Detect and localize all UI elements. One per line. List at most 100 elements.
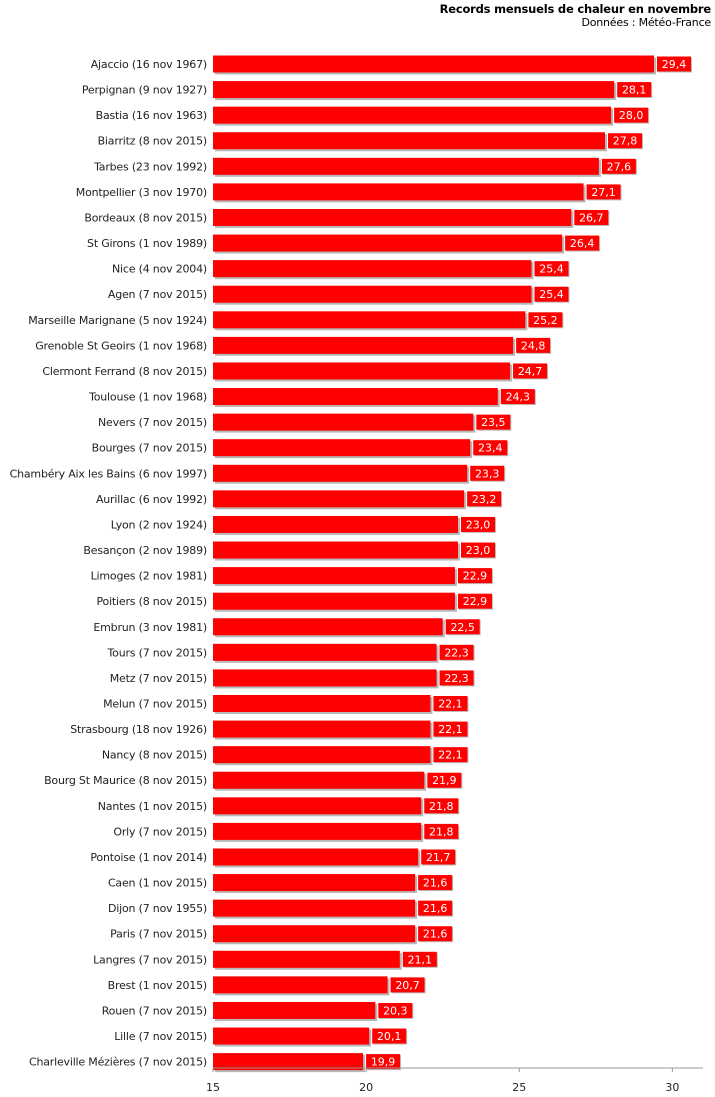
value-label-box — [378, 1002, 413, 1018]
value-label: 28,1 — [622, 84, 647, 97]
value-label: 21,6 — [423, 877, 448, 890]
bar — [213, 55, 654, 73]
category-label: Aurillac (6 nov 1992) — [96, 493, 207, 506]
category-label: Grenoble St Geoirs (1 nov 1968) — [35, 339, 207, 352]
bar-row: Brest (1 nov 2015) 20,7 — [108, 976, 426, 996]
category-label: Rouen (7 nov 2015) — [102, 1004, 207, 1017]
bar-row: Marseille Marignane (5 nov 1924) 25,2 — [28, 311, 564, 331]
category-label: Charleville Mézières (7 nov 2015) — [29, 1056, 207, 1069]
bar-row: Melun (7 nov 2015) 22,1 — [103, 695, 469, 714]
bar — [213, 132, 605, 150]
bar-row: Poitiers (8 nov 2015) 22,9 — [97, 592, 493, 612]
bar — [213, 81, 615, 99]
value-label-box — [439, 644, 474, 660]
bar — [213, 362, 511, 380]
chart-title: Records mensuels de chaleur en novembre — [439, 2, 712, 16]
value-label: 20,3 — [383, 1004, 408, 1017]
category-label: Strasbourg (18 nov 1926) — [70, 723, 207, 736]
bar-row: Nancy (8 nov 2015) 22,1 — [102, 746, 469, 766]
bar-row: Perpignan (9 nov 1927) 28,1 — [82, 81, 653, 101]
category-label: Poitiers (8 nov 2015) — [97, 595, 208, 608]
bar — [213, 208, 572, 226]
value-label: 22,3 — [444, 646, 469, 659]
bar — [213, 695, 431, 712]
bar-row: Rouen (7 nov 2015) 20,3 — [102, 1001, 414, 1021]
value-label: 21,8 — [429, 800, 454, 813]
category-label: Bourg St Maurice (8 nov 2015) — [44, 774, 207, 787]
bar-row: Caen (1 nov 2015) 21,6 — [108, 874, 454, 894]
value-label-box — [608, 133, 642, 149]
category-label: Bastia (16 nov 1963) — [96, 109, 207, 122]
category-label: Melun (7 nov 2015) — [103, 698, 207, 711]
category-label: Nice (4 nov 2004) — [112, 263, 207, 276]
value-label-box — [500, 389, 535, 405]
value-label-box — [433, 696, 468, 711]
category-label: Biarritz (8 nov 2015) — [98, 135, 207, 148]
value-label: 21,1 — [408, 953, 433, 966]
bar — [213, 541, 458, 559]
value-label: 23,0 — [466, 518, 491, 531]
category-label: Montpellier (3 nov 1970) — [76, 186, 207, 199]
bar — [213, 899, 416, 917]
bar-row: Lyon (2 nov 1924) 23,0 — [111, 515, 496, 535]
value-label: 22,5 — [450, 621, 475, 634]
bar — [213, 592, 455, 610]
bar — [213, 311, 526, 329]
bar-row: Paris (7 nov 2015) 21,6 — [110, 925, 454, 945]
bar-row: Nevers (7 nov 2015) 23,5 — [98, 413, 512, 433]
value-label-box — [439, 670, 474, 686]
value-label-box — [421, 849, 456, 865]
bar — [213, 1001, 376, 1019]
value-label: 22,3 — [444, 672, 469, 685]
category-label: St Girons (1 nov 1989) — [87, 237, 207, 250]
bar — [213, 720, 431, 738]
value-label-box — [433, 721, 468, 737]
bar-row: Pontoise (1 nov 2014) 21,7 — [90, 848, 457, 868]
bar-row: Aurillac (6 nov 1992) 23,2 — [96, 490, 503, 510]
category-label: Limoges (2 nov 1981) — [91, 570, 207, 583]
bar — [213, 439, 471, 457]
bar — [213, 797, 422, 815]
value-label: 22,1 — [438, 698, 463, 711]
value-label-box — [461, 542, 495, 558]
value-label-box — [390, 977, 425, 993]
bar-row: Besançon (2 nov 1989) 23,0 — [83, 541, 496, 561]
bar-row: Bordeaux (8 nov 2015) 26,7 — [84, 208, 610, 228]
bar-row: Langres (7 nov 2015) 21,1 — [93, 950, 438, 970]
category-label: Embrun (3 nov 1981) — [93, 621, 207, 634]
bar-row: Strasbourg (18 nov 1926) 22,1 — [70, 720, 469, 740]
bar-row: Agen (7 nov 2015) 25,4 — [108, 285, 570, 305]
value-label-box — [565, 235, 600, 251]
category-label: Agen (7 nov 2015) — [108, 288, 207, 301]
category-label: Pontoise (1 nov 2014) — [90, 851, 207, 864]
bars-group: Ajaccio (16 nov 1967) 29,4 Perpignan (9 no… — [10, 55, 692, 1073]
category-label: Paris (7 nov 2015) — [110, 928, 207, 941]
value-label: 21,9 — [432, 774, 457, 787]
category-label: Orly (7 nov 2015) — [113, 825, 207, 838]
category-label: Tarbes (23 nov 1992) — [93, 160, 207, 173]
bar-row: Toulouse (1 nov 1968) 24,3 — [88, 388, 536, 408]
bar-row: Biarritz (8 nov 2015) 27,8 — [98, 132, 643, 152]
value-label: 26,4 — [570, 237, 595, 250]
category-label: Brest (1 nov 2015) — [108, 979, 207, 992]
value-label-box — [614, 107, 649, 123]
bar-row: Metz (7 nov 2015) 22,3 — [110, 669, 475, 689]
bar — [213, 771, 425, 789]
value-label: 27,1 — [591, 186, 616, 199]
value-label: 28,0 — [619, 109, 644, 122]
value-label-box — [418, 875, 453, 891]
x-tick-label: 15 — [206, 1081, 220, 1094]
x-tick-label: 25 — [512, 1081, 526, 1094]
value-label-box — [418, 900, 453, 916]
bar — [213, 260, 532, 278]
x-axis: 15 20 25 30 — [206, 1067, 703, 1094]
bar-row: Bastia (16 nov 1963) 28,0 — [96, 106, 650, 126]
category-label: Toulouse (1 nov 1968) — [88, 391, 207, 404]
value-label: 23,2 — [472, 493, 497, 506]
category-label: Perpignan (9 nov 1927) — [82, 84, 207, 97]
value-label: 24,7 — [518, 365, 543, 378]
category-label: Langres (7 nov 2015) — [93, 953, 207, 966]
value-label: 21,8 — [429, 825, 454, 838]
value-label: 22,1 — [438, 723, 463, 736]
